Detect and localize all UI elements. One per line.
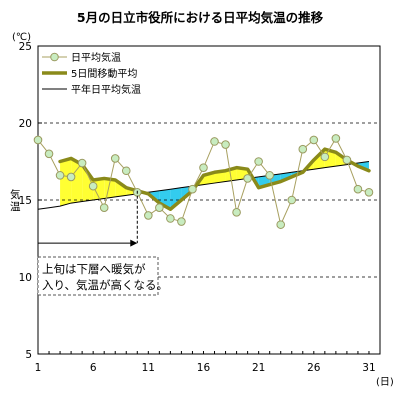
x-tick-label: 16 bbox=[197, 362, 211, 374]
y-unit-label: (℃) bbox=[12, 32, 31, 43]
daily-mean-point bbox=[298, 144, 308, 154]
x-tick-label: 1 bbox=[35, 362, 42, 374]
legend-label-normal: 平年日平均気温 bbox=[71, 83, 141, 96]
legend: 日平均気温 5日間移動平均 平年日平均気温 bbox=[39, 47, 151, 99]
y-tick-label: 10 bbox=[19, 272, 32, 284]
daily-mean-point bbox=[364, 188, 374, 197]
x-tick-label: 6 bbox=[90, 362, 97, 374]
legend-daily-marker bbox=[50, 52, 59, 62]
normal-temperature-line bbox=[37, 161, 370, 210]
chart-title: 5月の日立市役所における日平均気温の推移 bbox=[77, 10, 324, 25]
annotation-arrow-head bbox=[130, 239, 138, 247]
daily-mean-point bbox=[309, 135, 319, 145]
daily-mean-point bbox=[287, 195, 297, 205]
daily-mean-point bbox=[55, 171, 65, 180]
daily-mean-point bbox=[66, 172, 76, 182]
data-series bbox=[33, 134, 374, 229]
daily-mean-point bbox=[33, 135, 43, 145]
daily-mean-point bbox=[210, 137, 219, 146]
daily-mean-point bbox=[110, 154, 120, 163]
daily-mean-point bbox=[243, 174, 252, 183]
y-tick-label: 15 bbox=[19, 195, 32, 207]
legend-label-moving-average: 5日間移動平均 bbox=[71, 67, 137, 80]
above-normal-fill bbox=[82, 164, 94, 202]
daily-mean-point bbox=[265, 171, 274, 180]
y-axis-label: 気温 bbox=[10, 188, 21, 213]
daily-mean-point bbox=[353, 184, 363, 194]
daily-mean-point bbox=[331, 134, 341, 143]
daily-mean-point bbox=[88, 181, 98, 191]
daily-mean-point bbox=[99, 203, 109, 212]
x-tick-label: 21 bbox=[252, 362, 265, 374]
daily-mean-point bbox=[320, 152, 330, 162]
above-normal-fill bbox=[214, 170, 226, 184]
above-normal-fill bbox=[71, 158, 83, 204]
daily-mean-point bbox=[276, 220, 286, 229]
y-tick-label: 20 bbox=[19, 118, 32, 130]
daily-mean-point bbox=[77, 158, 87, 168]
y-tick-label: 25 bbox=[19, 41, 32, 53]
above-normal-fill bbox=[115, 179, 127, 197]
x-tick-label: 11 bbox=[142, 362, 155, 374]
daily-mean-point bbox=[342, 155, 352, 165]
daily-mean-point bbox=[199, 163, 208, 172]
daily-mean-point bbox=[144, 211, 153, 220]
annotation: 上旬は下層へ暖気が 入り、気温が高くなる。 bbox=[37, 190, 168, 296]
legend-label-daily: 日平均気温 bbox=[71, 51, 121, 64]
daily-mean-point bbox=[221, 140, 230, 149]
above-normal-fill bbox=[60, 158, 72, 207]
daily-mean-point bbox=[254, 157, 263, 166]
annotation-line-1: 上旬は下層へ暖気が bbox=[42, 262, 146, 276]
daily-mean-point bbox=[155, 203, 164, 212]
annotation-box bbox=[37, 256, 159, 296]
moving-average-line bbox=[58, 147, 371, 211]
below-normal-fill bbox=[170, 187, 182, 210]
daily-mean-point bbox=[232, 208, 241, 217]
x-unit-label: (日) bbox=[376, 377, 394, 388]
daily-mean-point bbox=[121, 166, 131, 176]
daily-mean-point bbox=[166, 214, 175, 223]
daily-mean-point bbox=[177, 217, 186, 226]
x-tick-label: 26 bbox=[307, 362, 321, 374]
daily-mean-point bbox=[44, 149, 54, 159]
daily-mean-point bbox=[188, 184, 197, 194]
annotation-line-2: 入り、気温が高くなる。 bbox=[42, 278, 168, 292]
y-tick-label: 5 bbox=[25, 349, 32, 361]
x-tick-label: 31 bbox=[362, 362, 375, 374]
